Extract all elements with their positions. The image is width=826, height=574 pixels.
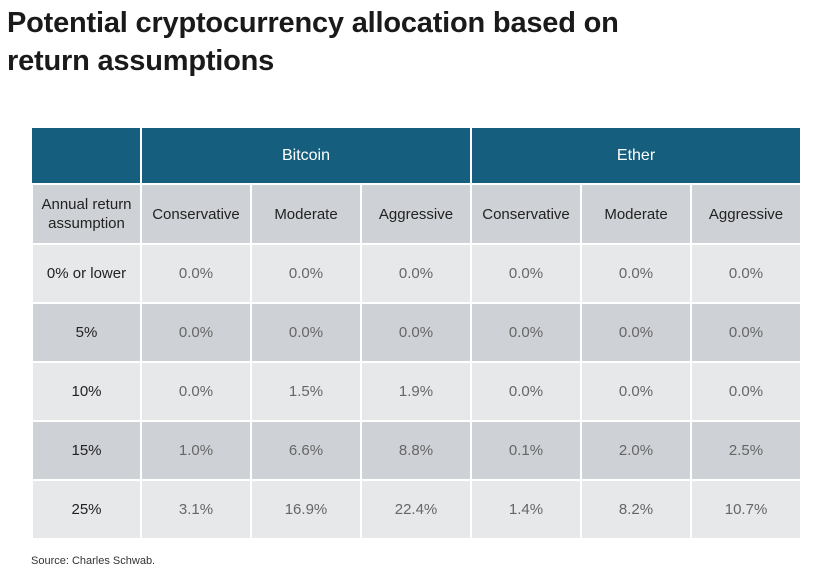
table-cell: 2.0% [580, 420, 693, 481]
table-cell: 0.0% [140, 243, 252, 304]
table-row: 10% 0.0% 1.5% 1.9% 0.0% 0.0% 0.0% [31, 361, 803, 422]
table-cell: 8.8% [359, 420, 473, 481]
column-header-row: Annual return assumption Conservative Mo… [31, 183, 803, 245]
table-cell: 10.7% [690, 479, 803, 540]
table-cell: 0.0% [250, 243, 362, 304]
table-cell: 0.1% [470, 420, 583, 481]
table-cell: 6.6% [250, 420, 362, 481]
column-header: Conservative [470, 183, 583, 245]
table-cell: 1.9% [359, 361, 473, 422]
column-header: Aggressive [359, 183, 473, 245]
table-cell: 0.0% [470, 243, 583, 304]
table-cell: 0.0% [690, 302, 803, 363]
allocation-table: Bitcoin Ether Annual return assumption C… [31, 126, 803, 540]
column-header: Moderate [580, 183, 693, 245]
table-row: 5% 0.0% 0.0% 0.0% 0.0% 0.0% 0.0% [31, 302, 803, 363]
table-cell: 0.0% [580, 302, 693, 363]
row-label: 0% or lower [31, 243, 142, 304]
table-cell: 0.0% [359, 302, 473, 363]
table-row: 15% 1.0% 6.6% 8.8% 0.1% 2.0% 2.5% [31, 420, 803, 481]
table-cell: 1.4% [470, 479, 583, 540]
table-cell: 2.5% [690, 420, 803, 481]
table-cell: 3.1% [140, 479, 252, 540]
table-cell: 0.0% [470, 361, 583, 422]
table-cell: 0.0% [359, 243, 473, 304]
table-cell: 0.0% [580, 361, 693, 422]
table-cell: 1.0% [140, 420, 252, 481]
table-cell: 0.0% [690, 243, 803, 304]
table-cell: 16.9% [250, 479, 362, 540]
row-label: 15% [31, 420, 142, 481]
table-cell: 22.4% [359, 479, 473, 540]
table-row: 0% or lower 0.0% 0.0% 0.0% 0.0% 0.0% 0.0% [31, 243, 803, 304]
column-header: Conservative [140, 183, 252, 245]
table-cell: 8.2% [580, 479, 693, 540]
table-row: 25% 3.1% 16.9% 22.4% 1.4% 8.2% 10.7% [31, 479, 803, 540]
row-header-label: Annual return assumption [31, 183, 142, 245]
source-note: Source: Charles Schwab. [31, 555, 156, 567]
table-cell: 0.0% [470, 302, 583, 363]
row-label: 10% [31, 361, 142, 422]
row-label: 25% [31, 479, 142, 540]
table-cell: 1.5% [250, 361, 362, 422]
empty-header-cell [32, 126, 142, 185]
row-label: 5% [31, 302, 142, 363]
group-header-ether: Ether [470, 126, 803, 185]
table-cell: 0.0% [690, 361, 803, 422]
table-cell: 0.0% [140, 361, 252, 422]
group-header-row: Bitcoin Ether [32, 126, 803, 185]
group-header-bitcoin: Bitcoin [139, 126, 473, 185]
column-header: Moderate [250, 183, 362, 245]
page-title: Potential cryptocurrency allocation base… [7, 7, 619, 77]
column-header: Aggressive [690, 183, 803, 245]
table-cell: 0.0% [580, 243, 693, 304]
table-cell: 0.0% [140, 302, 252, 363]
table-cell: 0.0% [250, 302, 362, 363]
